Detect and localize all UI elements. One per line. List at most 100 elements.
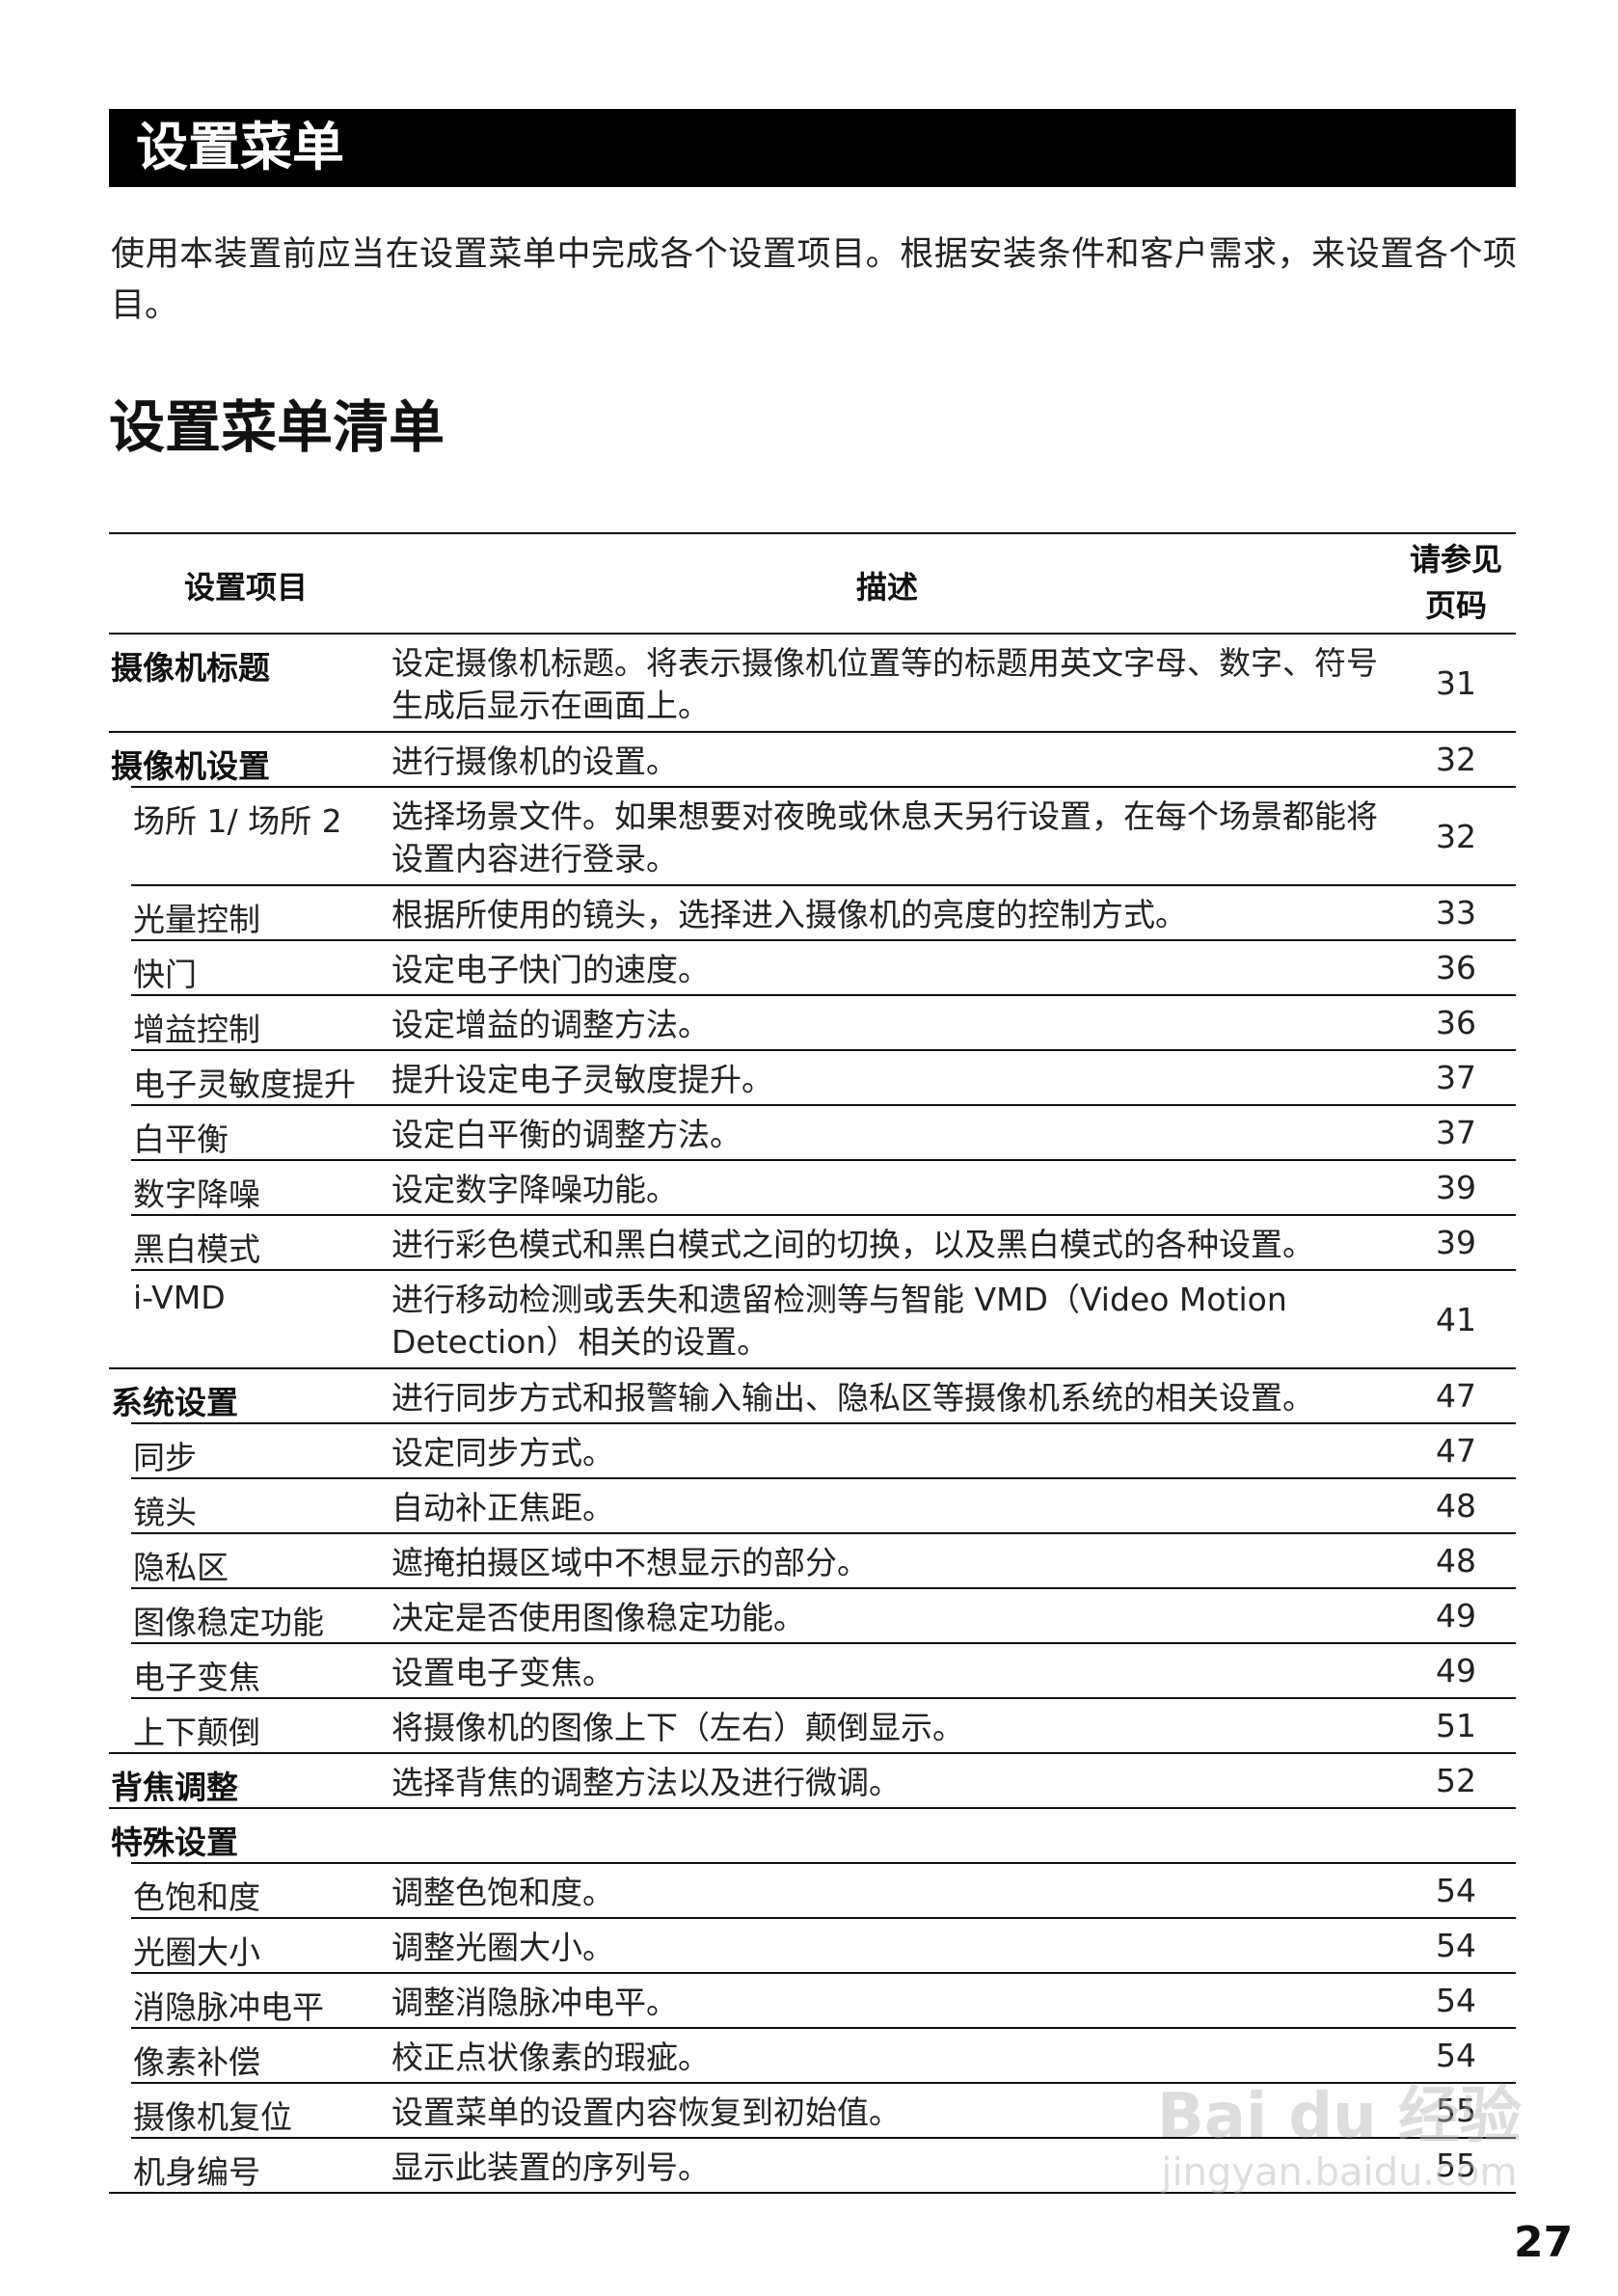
table-row: 场所 1/ 场所 2 选择场景文件。如果想要对夜晚或休息天另行设置，在每个场景都能… (131, 786, 1516, 884)
table-row: 特殊设置 (109, 1807, 1516, 1862)
page-reference (1396, 1809, 1516, 1862)
table-row: 摄像机复位 设置菜单的设置内容恢复到初始值。 55 (131, 2082, 1516, 2137)
table-body: 摄像机标题 设定摄像机标题。将表示摄像机位置等的标题用英文字母、数字、符号生成后显… (109, 633, 1516, 2192)
table-row: 白平衡 设定白平衡的调整方法。 37 (131, 1104, 1516, 1159)
page-reference: 55 (1436, 2147, 1476, 2184)
setting-description: 选择背焦的调整方法以及进行微调。 (391, 1764, 901, 1801)
watermark: Bai du 经验 jingyan.baidu.com (1157, 2083, 1522, 2195)
column-header-item: 设置项目 (184, 569, 309, 606)
page-reference: 39 (1436, 1224, 1476, 1261)
table-row: 机身编号 显示此装置的序列号。 55 (131, 2137, 1516, 2192)
setting-item: 背焦调整 (111, 1769, 238, 1806)
table-row: 像素补偿 校正点状像素的瑕疵。 54 (131, 2027, 1516, 2082)
setting-description: 调整光圈大小。 (391, 1929, 614, 1966)
page-reference: 54 (1436, 2037, 1476, 2074)
setting-item: 电子变焦 (133, 1659, 260, 1696)
page-reference: 32 (1436, 817, 1476, 855)
setting-item: 图像稳定功能 (133, 1604, 324, 1641)
section-title: 设置菜单清单 (109, 394, 445, 460)
setting-item: 特殊设置 (111, 1823, 238, 1861)
page-reference: 54 (1436, 1872, 1476, 1909)
page-reference: 54 (1436, 1927, 1476, 1964)
table-row: 背焦调整 选择背焦的调整方法以及进行微调。 52 (109, 1752, 1516, 1807)
setting-item: 系统设置 (111, 1384, 238, 1421)
table-row: 数字降噪 设定数字降噪功能。 39 (131, 1159, 1516, 1214)
page-title: 设置菜单 (136, 117, 344, 177)
header-bar: 设置菜单 (109, 109, 1516, 187)
setting-description: 自动补正焦距。 (391, 1489, 614, 1526)
page-reference: 49 (1436, 1652, 1476, 1689)
setting-description: 将摄像机的图像上下（左右）颠倒显示。 (391, 1709, 964, 1746)
page-reference: 37 (1436, 1059, 1476, 1096)
table-row: 快门 设定电子快门的速度。 36 (131, 939, 1516, 994)
page-reference: 54 (1436, 1982, 1476, 2019)
setting-item: 色饱和度 (133, 1878, 260, 1916)
page-reference: 31 (1436, 663, 1476, 702)
page-reference: 52 (1436, 1762, 1476, 1799)
setting-item: i-VMD (133, 1279, 226, 1316)
table-row: 光圈大小 调整光圈大小。 54 (131, 1917, 1516, 1972)
setting-description: 决定是否使用图像稳定功能。 (391, 1599, 805, 1636)
setting-description: 设置菜单的设置内容恢复到初始值。 (391, 2093, 901, 2131)
table-row: 消隐脉冲电平 调整消隐脉冲电平。 54 (131, 1972, 1516, 2027)
page-reference: 32 (1436, 741, 1476, 778)
column-header-description: 描述 (856, 569, 919, 606)
page-reference: 39 (1436, 1169, 1476, 1206)
setting-item: 消隐脉冲电平 (133, 1988, 324, 2026)
table-row: 增益控制 设定增益的调整方法。 36 (131, 994, 1516, 1049)
page-reference: 37 (1436, 1114, 1476, 1151)
setting-description: 设定白平衡的调整方法。 (391, 1116, 742, 1153)
setting-description: 设定数字降噪功能。 (391, 1171, 678, 1208)
setting-description: 调整消隐脉冲电平。 (391, 1984, 678, 2021)
table-row: 电子灵敏度提升 提升设定电子灵敏度提升。 37 (131, 1049, 1516, 1104)
setting-item: 机身编号 (133, 2153, 260, 2191)
table-row: 同步 设定同步方式。 47 (131, 1422, 1516, 1477)
setting-item: 光圈大小 (133, 1933, 260, 1971)
watermark-url: jingyan.baidu.com (1161, 2150, 1518, 2195)
table-row: 黑白模式 进行彩色模式和黑白模式之间的切换，以及黑白模式的各种设置。 39 (131, 1214, 1516, 1269)
setting-item: 光量控制 (133, 901, 260, 938)
page-reference: 48 (1436, 1542, 1476, 1580)
table-row: 图像稳定功能 决定是否使用图像稳定功能。 49 (131, 1587, 1516, 1642)
setting-item: 上下颠倒 (133, 1714, 260, 1751)
page-reference: 36 (1436, 949, 1476, 986)
setting-description: 选择场景文件。如果想要对夜晚或休息天另行设置，在每个场景都能将设置内容进行登录。 (391, 797, 1378, 878)
setting-item: 隐私区 (133, 1549, 229, 1586)
setting-item: 像素补偿 (133, 2043, 260, 2081)
setting-description: 进行彩色模式和黑白模式之间的切换，以及黑白模式的各种设置。 (391, 1226, 1314, 1263)
setting-item: 摄像机复位 (133, 2098, 292, 2136)
page-reference: 33 (1436, 894, 1476, 932)
page-number: 27 (1514, 2218, 1574, 2267)
page-reference: 36 (1436, 1004, 1476, 1041)
setting-item: 摄像机设置 (111, 747, 270, 785)
intro-paragraph: 使用本装置前应当在设置菜单中完成各个设置项目。根据安装条件和客户需求，来设置各个… (111, 235, 1517, 325)
setting-description: 设定同步方式。 (391, 1434, 614, 1472)
setting-item: 摄像机标题 (111, 649, 270, 687)
setting-description: 校正点状像素的瑕疵。 (391, 2039, 710, 2076)
setting-description: 根据所使用的镜头，选择进入摄像机的亮度的控制方式。 (391, 896, 1187, 933)
setting-item: 快门 (133, 956, 197, 993)
setting-description: 进行移动检测或丢失和遗留检测等与智能 VMD（Video Motion Dete… (391, 1281, 1287, 1361)
page-reference: 47 (1436, 1377, 1476, 1415)
setting-item: 镜头 (133, 1494, 197, 1531)
page-reference: 51 (1436, 1707, 1476, 1744)
setting-item: 同步 (133, 1439, 197, 1476)
setting-item: 黑白模式 (133, 1230, 260, 1268)
setting-description: 遮掩拍摄区域中不想显示的部分。 (391, 1544, 869, 1581)
page-reference: 41 (1436, 1300, 1476, 1338)
setting-description: 设置电子变焦。 (391, 1654, 614, 1691)
column-header-page: 请参见页码 (1409, 541, 1502, 624)
setting-item: 白平衡 (133, 1121, 229, 1158)
table-row: 隐私区 遮掩拍摄区域中不想显示的部分。 48 (131, 1532, 1516, 1587)
table-row: i-VMD 进行移动检测或丢失和遗留检测等与智能 VMD（Video Motion… (131, 1269, 1516, 1367)
table-row: 系统设置 进行同步方式和报警输入输出、隐私区等摄像机系统的相关设置。 47 (109, 1367, 1516, 1422)
table-header: 设置项目 描述 请参见页码 (109, 534, 1516, 633)
settings-menu-table: 设置项目 描述 请参见页码 摄像机标题 设定摄像机标题。将表示摄像机位置等的标题用… (109, 532, 1516, 2194)
table-row: 色饱和度 调整色饱和度。 54 (131, 1862, 1516, 1917)
setting-description: 设定摄像机标题。将表示摄像机位置等的标题用英文字母、数字、符号生成后显示在画面上… (391, 644, 1378, 724)
setting-description: 进行同步方式和报警输入输出、隐私区等摄像机系统的相关设置。 (391, 1379, 1314, 1417)
setting-description: 调整色饱和度。 (391, 1874, 614, 1911)
table-row: 电子变焦 设置电子变焦。 49 (131, 1642, 1516, 1697)
table-row: 摄像机设置 进行摄像机的设置。 32 (109, 731, 1516, 786)
setting-item: 电子灵敏度提升 (133, 1066, 356, 1103)
